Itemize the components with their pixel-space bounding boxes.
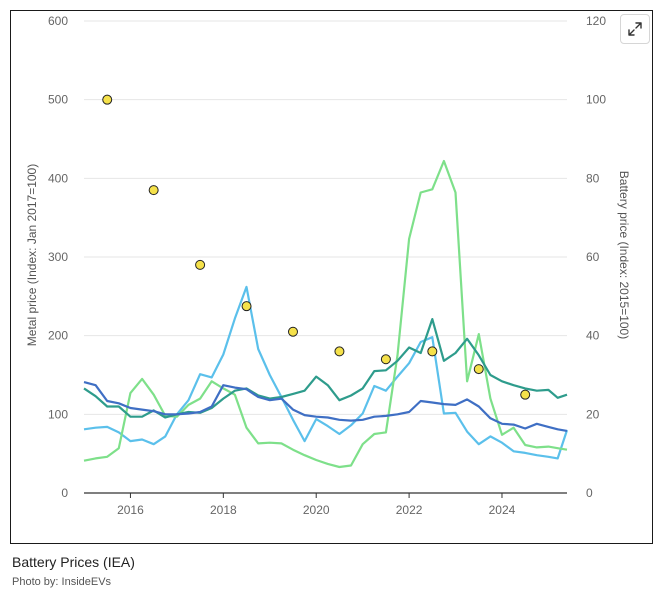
metal-price-line-4 — [83, 381, 568, 432]
y-tick-right: 120 — [586, 14, 606, 28]
y-tick-right: 40 — [586, 329, 600, 343]
metal-price-line-2 — [83, 159, 568, 469]
y-tick-left: 400 — [48, 171, 68, 185]
x-tick: 2018 — [210, 503, 237, 517]
x-tick: 2020 — [303, 503, 330, 517]
battery-price-point — [195, 259, 206, 270]
battery-price-point — [287, 326, 298, 337]
y-tick-right: 0 — [586, 486, 593, 500]
expand-button[interactable] — [620, 14, 650, 44]
battery-price-point — [380, 354, 391, 365]
tick-labels: 0 100 200 300 400 500 600 0 20 40 60 80 100 120 2016 20… — [48, 14, 606, 517]
metal-price-line-3 — [83, 318, 568, 419]
y-tick-left: 500 — [48, 93, 68, 107]
chart: 0 100 200 300 400 500 600 0 20 40 60 80 100 120 2016 20… — [25, 14, 631, 517]
battery-price-point — [334, 346, 345, 357]
y-tick-left: 300 — [48, 250, 68, 264]
y-axis-left-title: Metal price (Index: Jan 2017=100) — [25, 164, 39, 346]
y-tick-right: 20 — [586, 407, 600, 421]
y-tick-left: 0 — [61, 486, 68, 500]
metal-price-line-1 — [83, 285, 569, 460]
expand-icon — [628, 22, 642, 36]
series-lines — [83, 159, 569, 469]
battery-price-point — [241, 301, 252, 312]
battery-price-point — [427, 346, 438, 357]
y-tick-left: 600 — [48, 14, 68, 28]
gridlines — [84, 20, 567, 498]
photo-credit: Photo by: InsideEVs — [12, 576, 112, 588]
chart-frame — [10, 10, 653, 544]
battery-price-point — [520, 389, 531, 400]
x-tick: 2016 — [117, 503, 144, 517]
x-tick: 2022 — [396, 503, 423, 517]
y-axis-right-title: Battery price (Index: 2015=100) — [617, 171, 631, 339]
battery-price-point — [148, 185, 159, 196]
battery-price-markers — [102, 94, 531, 400]
battery-price-point — [102, 94, 113, 105]
battery-price-point — [473, 364, 484, 375]
y-tick-left: 200 — [48, 329, 68, 343]
y-tick-left: 100 — [48, 407, 68, 421]
y-tick-right: 60 — [586, 250, 600, 264]
y-tick-right: 80 — [586, 171, 600, 185]
y-tick-right: 100 — [586, 93, 606, 107]
caption: Battery Prices (IEA) — [12, 554, 135, 570]
x-tick: 2024 — [489, 503, 516, 517]
